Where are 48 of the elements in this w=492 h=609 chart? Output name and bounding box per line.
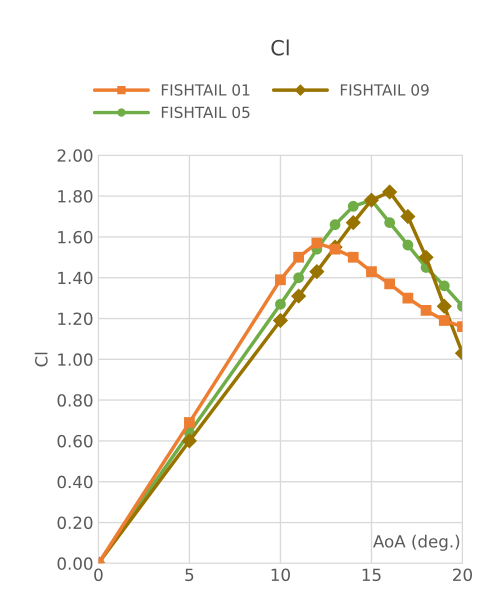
y-tick-label: 0.20	[58, 516, 92, 530]
y-tick-label: 1.00	[58, 353, 92, 366]
y-axis-title: Cl	[34, 352, 48, 367]
point	[293, 272, 304, 284]
point	[182, 434, 197, 448]
y-tick-label: 1.40	[58, 272, 92, 284]
y-tick-label: 0.60	[58, 434, 92, 448]
legend-label: FISHTAIL 09	[340, 84, 429, 96]
point	[438, 315, 450, 326]
y-tick-label: 2.00	[58, 149, 92, 162]
x-axis-title: AoA (deg.)	[373, 534, 460, 551]
chart-title: Cl	[271, 39, 289, 56]
point	[402, 292, 414, 304]
point	[400, 209, 416, 224]
point	[420, 304, 432, 316]
point	[418, 250, 434, 265]
point	[436, 298, 452, 314]
x-tick-label: 10	[272, 568, 290, 582]
y-tick-label: 0.00	[58, 557, 92, 570]
x-tick-label: 0	[94, 568, 103, 582]
x-tick-label: 15	[362, 568, 381, 582]
point	[382, 184, 398, 200]
point	[293, 252, 304, 263]
point	[438, 280, 450, 292]
legend-label: FISHTAIL 05	[162, 106, 250, 118]
x-tick-label: 20	[453, 568, 472, 582]
point	[291, 288, 306, 304]
y-tick-label: 1.20	[58, 312, 92, 326]
point	[309, 264, 324, 279]
point	[184, 417, 195, 428]
point	[384, 278, 396, 290]
point	[311, 238, 322, 248]
point	[346, 215, 361, 230]
point	[273, 313, 288, 328]
point	[275, 274, 286, 286]
point	[348, 200, 359, 212]
point	[366, 266, 377, 277]
y-tick-label: 0.40	[58, 476, 92, 488]
y-tick-label: 1.80	[58, 190, 92, 203]
y-tick-label: 0.80	[58, 394, 92, 407]
point	[330, 219, 340, 230]
point	[402, 240, 414, 250]
legend-label: FISHTAIL 01	[162, 84, 250, 96]
x-tick-label: 5	[185, 568, 194, 582]
y-tick-label: 1.60	[58, 230, 92, 244]
point	[348, 252, 359, 263]
point	[275, 298, 286, 310]
point	[384, 217, 396, 228]
